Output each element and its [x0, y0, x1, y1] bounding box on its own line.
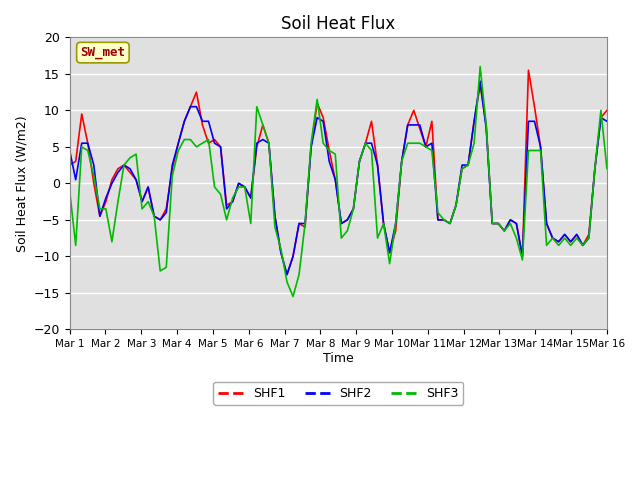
SHF1	[537, 144, 545, 150]
SHF1	[283, 272, 291, 277]
Text: SW_met: SW_met	[81, 46, 125, 59]
SHF1	[525, 67, 532, 73]
SHF1	[138, 199, 146, 204]
SHF3	[603, 166, 611, 172]
SHF1	[518, 253, 526, 259]
SHF1	[229, 199, 237, 204]
SHF3	[66, 188, 74, 193]
SHF1	[66, 162, 74, 168]
SHF3	[591, 166, 598, 172]
SHF1	[603, 108, 611, 113]
SHF2	[537, 144, 545, 150]
SHF1	[591, 166, 598, 172]
SHF2	[66, 148, 74, 154]
SHF3	[289, 294, 297, 300]
SHF3	[446, 221, 454, 227]
SHF2	[283, 272, 291, 277]
SHF3	[537, 148, 545, 154]
Line: SHF2: SHF2	[70, 81, 607, 275]
Y-axis label: Soil Heat Flux (W/m2): Soil Heat Flux (W/m2)	[15, 115, 28, 252]
SHF2	[476, 78, 484, 84]
X-axis label: Time: Time	[323, 352, 354, 365]
SHF2	[591, 166, 598, 172]
SHF3	[138, 206, 146, 212]
SHF3	[525, 148, 532, 154]
SHF2	[525, 119, 532, 124]
SHF3	[476, 64, 484, 70]
SHF2	[138, 199, 146, 204]
Legend: SHF1, SHF2, SHF3: SHF1, SHF2, SHF3	[214, 382, 463, 405]
SHF3	[229, 195, 237, 201]
SHF2	[446, 221, 454, 227]
SHF2	[229, 199, 237, 204]
SHF2	[603, 119, 611, 124]
Line: SHF3: SHF3	[70, 67, 607, 297]
Title: Soil Heat Flux: Soil Heat Flux	[281, 15, 396, 33]
SHF1	[446, 221, 454, 227]
Line: SHF1: SHF1	[70, 70, 607, 275]
